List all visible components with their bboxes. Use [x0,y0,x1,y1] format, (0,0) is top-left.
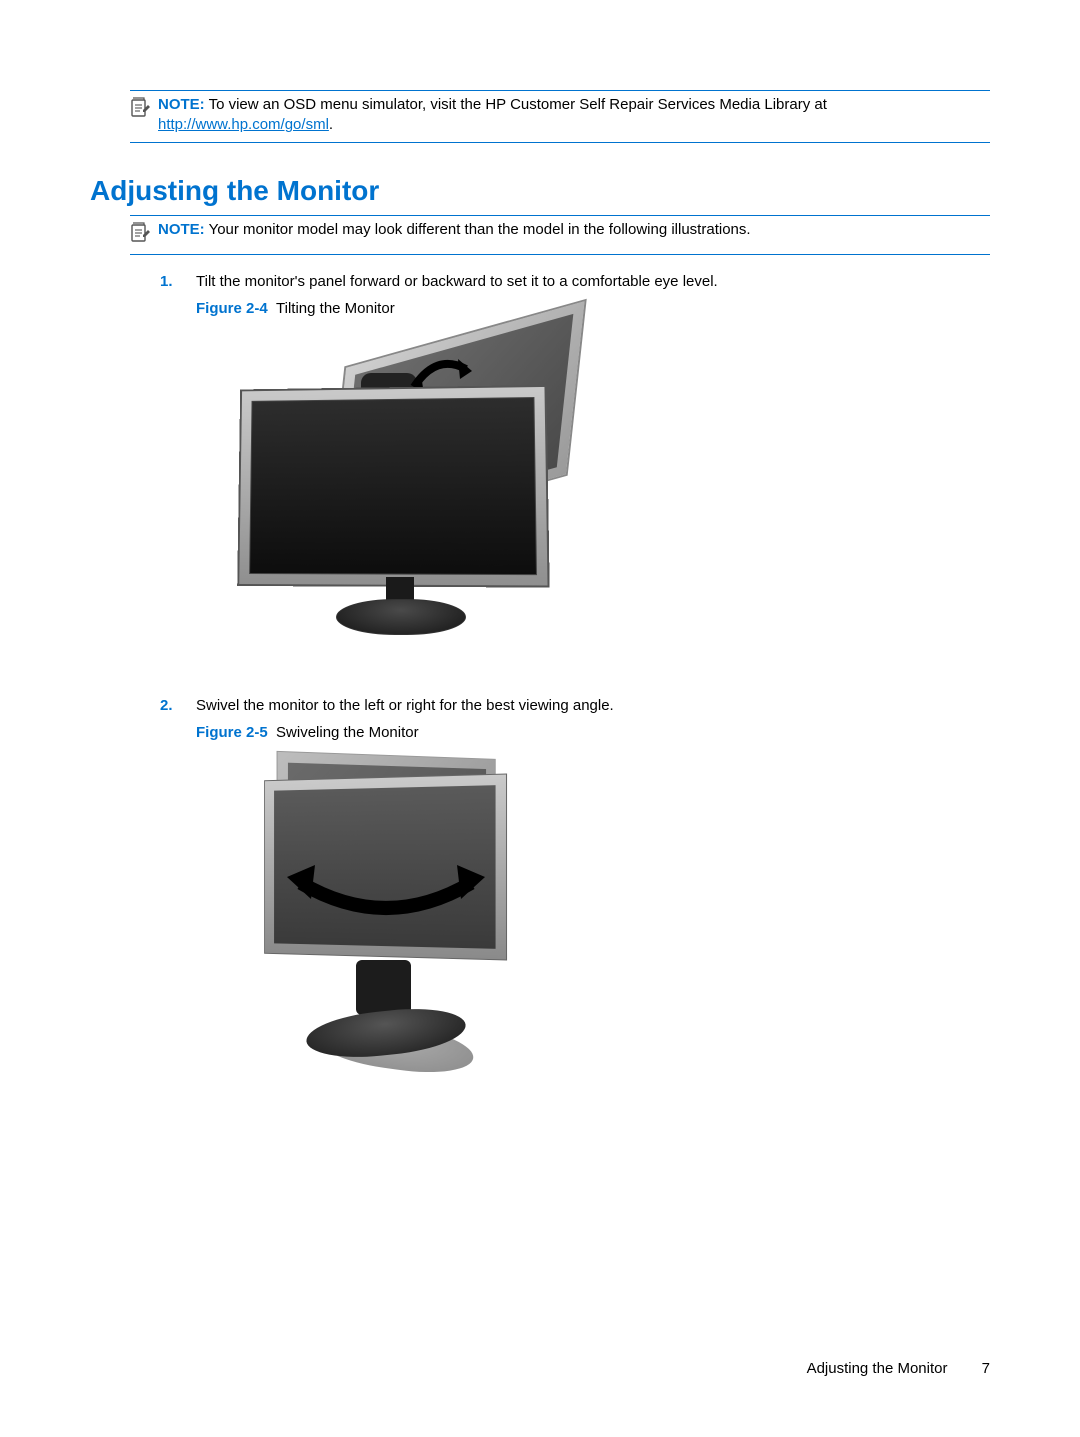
step-text: Tilt the monitor's panel forward or back… [196,273,990,290]
section-heading: Adjusting the Monitor [90,175,990,207]
footer-page-number: 7 [982,1360,990,1377]
steps-list: 1. Tilt the monitor's panel forward or b… [160,273,990,1103]
note-text-after: . [329,116,333,133]
note-icon [130,97,152,123]
note-label: NOTE: [158,96,205,113]
figure-tilt-illustration [196,331,990,661]
note-osd-text: NOTE: To view an OSD menu simulator, vis… [158,95,990,136]
figure-label: Figure 2-5 [196,724,268,741]
note-link[interactable]: http://www.hp.com/go/sml [158,116,329,133]
note-model: NOTE: Your monitor model may look differ… [130,215,990,255]
page-footer: Adjusting the Monitor 7 [807,1360,990,1377]
note-model-body: Your monitor model may look different th… [209,221,751,238]
note-text-before: To view an OSD menu simulator, visit the… [209,96,827,113]
figure-label: Figure 2-4 [196,300,268,317]
step-number: 1. [160,273,196,290]
note-icon [130,222,152,248]
figure-caption: Figure 2-5 Swiveling the Monitor [196,724,990,741]
note-model-text: NOTE: Your monitor model may look differ… [158,220,990,240]
footer-section: Adjusting the Monitor [807,1360,948,1377]
note-label: NOTE: [158,221,205,238]
figure-swivel-illustration [196,755,990,1095]
figure-title: Tilting the Monitor [276,300,395,317]
figure-title: Swiveling the Monitor [276,724,419,741]
figure-caption: Figure 2-4 Tilting the Monitor [196,300,990,317]
note-osd: NOTE: To view an OSD menu simulator, vis… [130,90,990,143]
step-text: Swivel the monitor to the left or right … [196,697,990,714]
step-1: 1. Tilt the monitor's panel forward or b… [160,273,990,669]
step-2: 2. Swivel the monitor to the left or rig… [160,697,990,1103]
step-number: 2. [160,697,196,714]
